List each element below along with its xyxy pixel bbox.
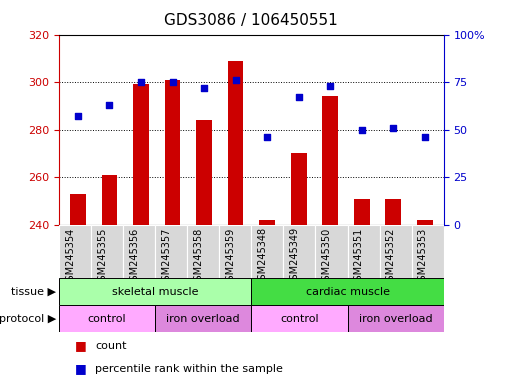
Bar [155,225,187,278]
Bar [59,278,251,305]
Point [358,127,366,133]
Bar [102,175,117,225]
Bar [187,225,220,278]
Text: iron overload: iron overload [359,314,432,324]
Point [231,77,240,83]
Bar [220,225,251,278]
Text: GSM245350: GSM245350 [322,227,331,286]
Text: ■: ■ [74,362,86,375]
Bar [417,220,432,225]
Text: GSM245354: GSM245354 [65,227,75,286]
Text: tissue ▶: tissue ▶ [11,287,56,297]
Bar [291,153,307,225]
Point [326,83,334,89]
Text: GSM245349: GSM245349 [289,227,300,286]
Bar [133,84,149,225]
Bar [59,225,91,278]
Bar [251,225,283,278]
Text: GSM245359: GSM245359 [225,227,235,286]
Bar [196,120,212,225]
Point [200,85,208,91]
Text: count: count [95,341,126,351]
Point [421,134,429,140]
Bar [348,305,444,332]
Text: percentile rank within the sample: percentile rank within the sample [95,364,283,374]
Bar [385,199,401,225]
Bar [315,225,348,278]
Point [389,125,398,131]
Bar [322,96,338,225]
Bar [123,225,155,278]
Text: GSM245357: GSM245357 [161,227,171,287]
Bar [380,225,411,278]
Text: GSM245356: GSM245356 [129,227,139,286]
Point [263,134,271,140]
Text: cardiac muscle: cardiac muscle [306,287,389,297]
Bar [228,61,244,225]
Bar [91,225,123,278]
Point [137,79,145,85]
Point [168,79,176,85]
Point [105,102,113,108]
Bar [251,278,444,305]
Point [294,94,303,100]
Text: GSM245355: GSM245355 [97,227,107,287]
Text: iron overload: iron overload [166,314,240,324]
Point [74,113,82,119]
Text: skeletal muscle: skeletal muscle [112,287,199,297]
Bar [259,220,275,225]
Bar [165,80,181,225]
Text: GSM245358: GSM245358 [193,227,203,286]
Text: control: control [88,314,126,324]
Bar [354,199,370,225]
Bar [155,305,251,332]
Text: ■: ■ [74,339,86,352]
Text: GSM245351: GSM245351 [353,227,364,286]
Text: GSM245353: GSM245353 [418,227,428,286]
Text: protocol ▶: protocol ▶ [0,314,56,324]
Bar [70,194,86,225]
Text: control: control [280,314,319,324]
Text: GSM245348: GSM245348 [258,227,267,286]
Bar [283,225,315,278]
Bar [348,225,380,278]
Text: GSM245352: GSM245352 [386,227,396,287]
Bar [59,305,155,332]
Bar [251,305,348,332]
Text: GDS3086 / 106450551: GDS3086 / 106450551 [165,13,338,28]
Bar [411,225,444,278]
